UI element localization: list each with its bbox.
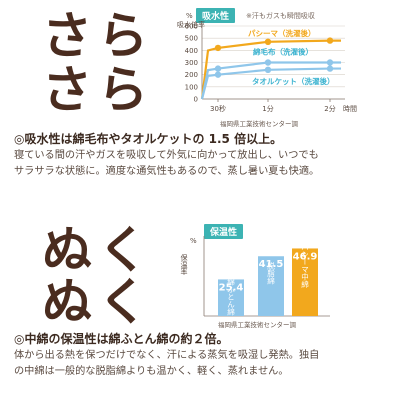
warmth-bar-value-0: 25.4	[219, 282, 244, 293]
absorbency-body-line-1: 寝ている間の汗やガスを吸収して外気に向かって放出し、いつでも	[14, 150, 319, 161]
absorbency-note: ※汗もガスも瞬間吸収	[246, 12, 315, 20]
warmth-bar-category-2: パシーマ中綿	[300, 243, 309, 289]
absorbency-chart: %吸水倍率 0 100 200 300 400 500 600 30秒 1分 2分 時間 パシーマ（洗濯…	[177, 12, 357, 113]
warmth-y-axis-label: 保温率	[180, 253, 188, 276]
warmth-bar-category-0: 綿ふとん綿	[226, 276, 235, 316]
absorbency-body-line-2: サラサラな状態に。適度な通気性もあるので、蒸し暑い夏も快適。	[14, 166, 320, 177]
warmth-body: 体から出る熱を保つだけでなく、汗による蒸気を吸湿し発熱。独自 の中綿は一般的な脱…	[14, 348, 390, 380]
warmth-bar-2	[292, 248, 318, 316]
y-tick-label-1: 100	[185, 83, 198, 91]
series-0-point-1	[264, 38, 272, 46]
series-2-point-2	[326, 65, 334, 72]
series-1-point-1	[264, 59, 272, 66]
series-label-2: タオルケット（洗濯後）	[252, 76, 335, 86]
warmth-bar-0	[218, 279, 244, 316]
y-tick-label-4: 400	[185, 47, 198, 55]
series-label-0: パシーマ（洗濯後）	[248, 28, 316, 38]
big-title-sara-1: さら	[42, 7, 154, 65]
y-tick-label-3: 300	[185, 59, 198, 67]
absorbency-body: 寝ている間の汗やガスを吸収して外気に向かって放出し、いつでも サラサラな状態に。…	[14, 148, 390, 180]
series-2-point-1	[264, 66, 272, 74]
big-title-nuku-1: ぬく	[42, 221, 154, 279]
series-0-point-0	[214, 44, 222, 52]
absorbency-source: 福岡県工業技術センター調	[220, 120, 298, 128]
warmth-bar-value-2: 46.9	[293, 251, 318, 262]
absorbency-badge: 吸水性	[196, 8, 236, 23]
warmth-bar-value-1: 41.5	[259, 259, 284, 270]
y-tick-label-2: 200	[185, 71, 198, 79]
warmth-body-line-1: 体から出る熱を保つだけでなく、汗による蒸気を吸湿し発熱。独自	[14, 350, 320, 361]
warmth-headline: ◎中綿の保温性は綿ふとん綿の約２倍。	[14, 332, 229, 346]
y-axis-unit: %	[186, 12, 193, 20]
y-tick-label-5: 500	[185, 35, 198, 43]
warmth-source: 福岡県工業技術センター調	[218, 321, 296, 329]
warmth-bar-category-1: 脱脂綿	[266, 261, 275, 286]
x-tick-label-1: 1分	[262, 104, 273, 113]
big-title-nuku-2: ぬく	[42, 273, 154, 331]
x-axis-label: 時間	[343, 105, 357, 113]
warmth-badge: 保温性	[204, 224, 244, 239]
y-axis-label: 吸水倍率	[177, 20, 205, 29]
series-1-point-2	[326, 59, 334, 66]
y-tick-label-6: 600	[185, 23, 198, 31]
warmth-body-line-2: の中綿は一般的な脱脂綿よりも温かく、軽く、蒸れません。	[14, 366, 289, 377]
series-2-point-0	[214, 71, 222, 78]
y-tick-label-0: 0	[194, 96, 198, 104]
x-tick-label-2: 2分	[324, 104, 335, 113]
series-label-1: 綿毛布（洗濯後）	[253, 47, 313, 57]
x-tick-label-0: 30秒	[210, 104, 226, 113]
absorbency-headline: ◎吸水性は綿毛布やタオルケットの 1.5 倍以上。	[14, 132, 283, 146]
series-1-point-0	[214, 65, 222, 72]
warmth-bar-1	[258, 256, 284, 316]
big-title-sara-2: さら	[42, 61, 154, 119]
series-0-point-2	[326, 37, 334, 44]
warmth-y-axis-unit: %	[190, 237, 197, 245]
